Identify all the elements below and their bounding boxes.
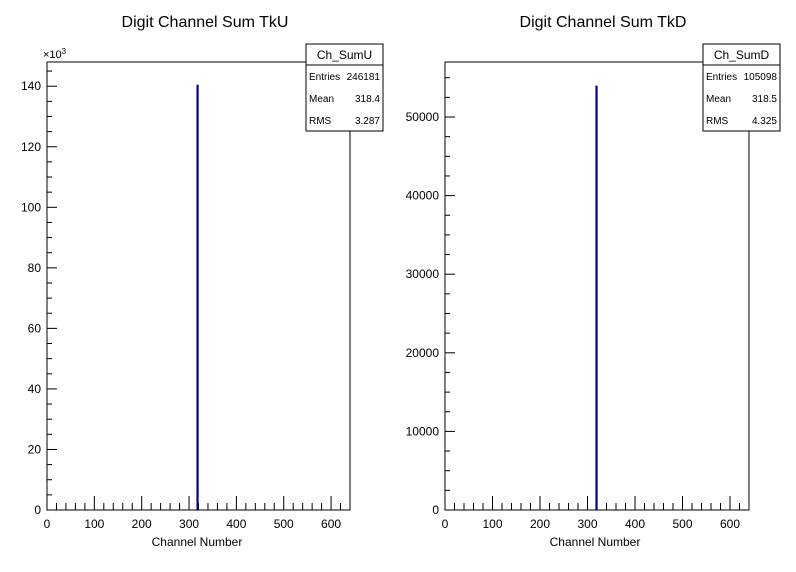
y-tick-label: 50000 [406, 110, 440, 124]
x-tick-label: 0 [442, 517, 449, 531]
histogram-panel: Digit Channel Sum TkD 0 100 200 300 400 500 600… [406, 14, 781, 549]
y-tick-label: 10000 [406, 424, 440, 438]
y-axis-multiplier-exponent: 3 [62, 47, 67, 56]
y-tick-label: 40000 [406, 189, 440, 203]
stats-label: Entries [309, 72, 340, 83]
x-tick-label: 500 [672, 517, 692, 531]
stats-box [702, 43, 781, 132]
y-axis-multiplier: ×103 [43, 47, 67, 61]
x-tick-label: 100 [482, 517, 502, 531]
y-tick-label: 100 [21, 200, 41, 214]
y-tick-label: 140 [21, 79, 41, 93]
y-tick-label: 0 [432, 503, 439, 517]
x-tick-label: 500 [274, 517, 294, 531]
x-tick-label: 600 [321, 517, 341, 531]
x-tick-label: 200 [530, 517, 550, 531]
stats-label: Mean [309, 94, 334, 105]
y-tick-label: 80 [28, 261, 42, 275]
y-tick-label: 20 [28, 442, 42, 456]
x-axis-label: Channel Number [152, 535, 243, 549]
y-tick-label: 40 [28, 382, 42, 396]
stats-value: 318.4 [355, 94, 380, 105]
x-tick-label: 400 [226, 517, 246, 531]
x-tick-label: 600 [720, 517, 740, 531]
y-tick-label: 20000 [406, 346, 440, 360]
x-tick-label: 200 [132, 517, 152, 531]
x-tick-label: 400 [625, 517, 645, 531]
stats-label: RMS [309, 116, 332, 127]
y-tick-label: 120 [21, 140, 41, 154]
stats-value: 246181 [347, 72, 381, 83]
x-axis-label: Channel Number [550, 535, 641, 549]
stats-box [305, 43, 384, 132]
stats-box-title: Ch_SumD [714, 48, 770, 62]
stats-label: Entries [706, 72, 737, 83]
chart-title: Digit Channel Sum TkD [520, 14, 687, 31]
stats-value: 3.287 [355, 116, 380, 127]
x-tick-label: 300 [577, 517, 597, 531]
x-tick-label: 300 [179, 517, 199, 531]
stats-value: 105098 [744, 72, 778, 83]
stats-value: 4.325 [752, 116, 777, 127]
stats-value: 318.5 [752, 94, 777, 105]
y-tick-label: 60 [28, 321, 42, 335]
y-tick-label: 30000 [406, 267, 440, 281]
x-tick-label: 100 [84, 517, 104, 531]
stats-box-title: Ch_SumU [317, 48, 372, 62]
stats-label: RMS [706, 116, 729, 127]
chart-title: Digit Channel Sum TkU [122, 14, 289, 31]
stats-label: Mean [706, 94, 731, 105]
y-tick-label: 0 [34, 503, 41, 517]
x-tick-label: 0 [44, 517, 51, 531]
